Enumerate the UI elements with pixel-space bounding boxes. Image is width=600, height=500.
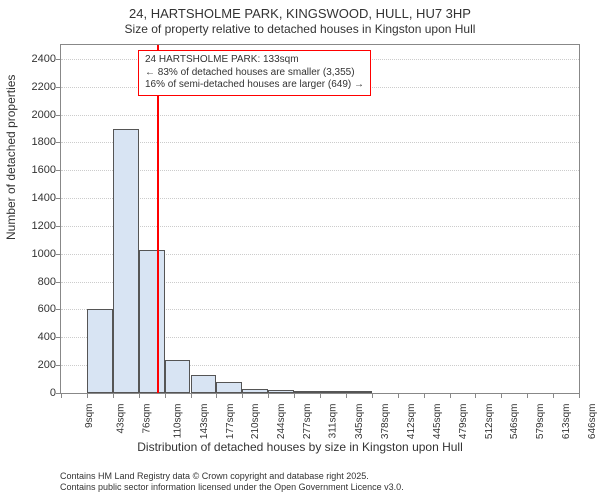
- x-axis-label: Distribution of detached houses by size …: [0, 440, 600, 454]
- ytick-label: 1800: [16, 136, 56, 148]
- xtick-mark: [424, 394, 425, 398]
- chart-title: 24, HARTSHOLME PARK, KINGSWOOD, HULL, HU…: [0, 6, 600, 21]
- ytick-label: 600: [16, 303, 56, 315]
- annotation-box: 24 HARTSHOLME PARK: 133sqm← 83% of detac…: [138, 50, 371, 96]
- ytick-label: 1600: [16, 164, 56, 176]
- ytick-mark: [56, 393, 60, 394]
- annotation-line: 24 HARTSHOLME PARK: 133sqm: [145, 54, 364, 67]
- xtick-mark: [268, 394, 269, 398]
- xtick-label: 210sqm: [250, 404, 261, 440]
- ytick-mark: [56, 59, 60, 60]
- y-axis-label: Number of detached properties: [4, 75, 18, 240]
- ytick-label: 1000: [16, 248, 56, 260]
- ytick-mark: [56, 115, 60, 116]
- ytick-mark: [56, 170, 60, 171]
- histogram-bar: [320, 391, 346, 393]
- histogram-bar: [346, 391, 372, 393]
- ytick-label: 0: [16, 387, 56, 399]
- ytick-label: 1200: [16, 220, 56, 232]
- xtick-mark: [527, 394, 528, 398]
- xtick-mark: [216, 394, 217, 398]
- xtick-mark: [242, 394, 243, 398]
- xtick-mark: [450, 394, 451, 398]
- xtick-label: 277sqm: [302, 404, 313, 440]
- annotation-line: ← 83% of detached houses are smaller (3,…: [145, 67, 364, 80]
- footer-line2: Contains public sector information licen…: [60, 482, 404, 494]
- histogram-bar: [268, 390, 294, 393]
- gridline: [61, 115, 579, 116]
- ytick-label: 800: [16, 276, 56, 288]
- xtick-label: 579sqm: [535, 404, 546, 440]
- histogram-bar: [139, 250, 165, 393]
- chart-root: 24, HARTSHOLME PARK, KINGSWOOD, HULL, HU…: [0, 0, 600, 500]
- gridline: [61, 198, 579, 199]
- histogram-bar: [87, 309, 113, 393]
- ytick-label: 2200: [16, 81, 56, 93]
- ytick-mark: [56, 198, 60, 199]
- histogram-bar: [113, 129, 139, 393]
- xtick-label: 345sqm: [354, 404, 365, 440]
- gridline: [61, 170, 579, 171]
- xtick-mark: [165, 394, 166, 398]
- xtick-label: 646sqm: [587, 404, 598, 440]
- xtick-label: 244sqm: [276, 404, 287, 440]
- xtick-label: 9sqm: [84, 404, 95, 428]
- xtick-mark: [579, 394, 580, 398]
- xtick-mark: [61, 394, 62, 398]
- xtick-mark: [346, 394, 347, 398]
- xtick-label: 177sqm: [225, 404, 236, 440]
- xtick-mark: [113, 394, 114, 398]
- xtick-label: 412sqm: [406, 404, 417, 440]
- ytick-label: 2400: [16, 53, 56, 65]
- gridline: [61, 142, 579, 143]
- footer-attribution: Contains HM Land Registry data © Crown c…: [60, 471, 404, 494]
- xtick-mark: [294, 394, 295, 398]
- xtick-label: 546sqm: [509, 404, 520, 440]
- property-marker-line: [157, 45, 159, 393]
- xtick-label: 110sqm: [172, 404, 183, 439]
- ytick-mark: [56, 365, 60, 366]
- ytick-mark: [56, 254, 60, 255]
- xtick-mark: [501, 394, 502, 398]
- xtick-label: 445sqm: [432, 404, 443, 440]
- xtick-mark: [191, 394, 192, 398]
- ytick-mark: [56, 87, 60, 88]
- xtick-mark: [320, 394, 321, 398]
- ytick-mark: [56, 142, 60, 143]
- histogram-bar: [216, 382, 242, 393]
- xtick-label: 613sqm: [561, 404, 572, 440]
- ytick-mark: [56, 309, 60, 310]
- plot-area: [60, 44, 580, 394]
- gridline: [61, 226, 579, 227]
- histogram-bar: [242, 389, 268, 393]
- ytick-mark: [56, 282, 60, 283]
- xtick-label: 43sqm: [115, 404, 126, 434]
- xtick-mark: [475, 394, 476, 398]
- ytick-label: 400: [16, 331, 56, 343]
- xtick-mark: [372, 394, 373, 398]
- xtick-mark: [398, 394, 399, 398]
- ytick-label: 2000: [16, 109, 56, 121]
- xtick-label: 378sqm: [380, 404, 391, 440]
- xtick-label: 143sqm: [199, 404, 210, 440]
- histogram-bar: [294, 391, 320, 393]
- ytick-label: 200: [16, 359, 56, 371]
- ytick-label: 1400: [16, 192, 56, 204]
- xtick-mark: [87, 394, 88, 398]
- xtick-label: 76sqm: [141, 404, 152, 434]
- chart-subtitle: Size of property relative to detached ho…: [0, 22, 600, 36]
- histogram-bar: [191, 375, 217, 393]
- xtick-mark: [553, 394, 554, 398]
- histogram-bar: [165, 360, 191, 393]
- xtick-label: 479sqm: [458, 404, 469, 440]
- ytick-mark: [56, 337, 60, 338]
- footer-line1: Contains HM Land Registry data © Crown c…: [60, 471, 404, 483]
- xtick-mark: [139, 394, 140, 398]
- xtick-label: 311sqm: [327, 404, 338, 439]
- xtick-label: 512sqm: [484, 404, 495, 440]
- ytick-mark: [56, 226, 60, 227]
- annotation-line: 16% of semi-detached houses are larger (…: [145, 79, 364, 92]
